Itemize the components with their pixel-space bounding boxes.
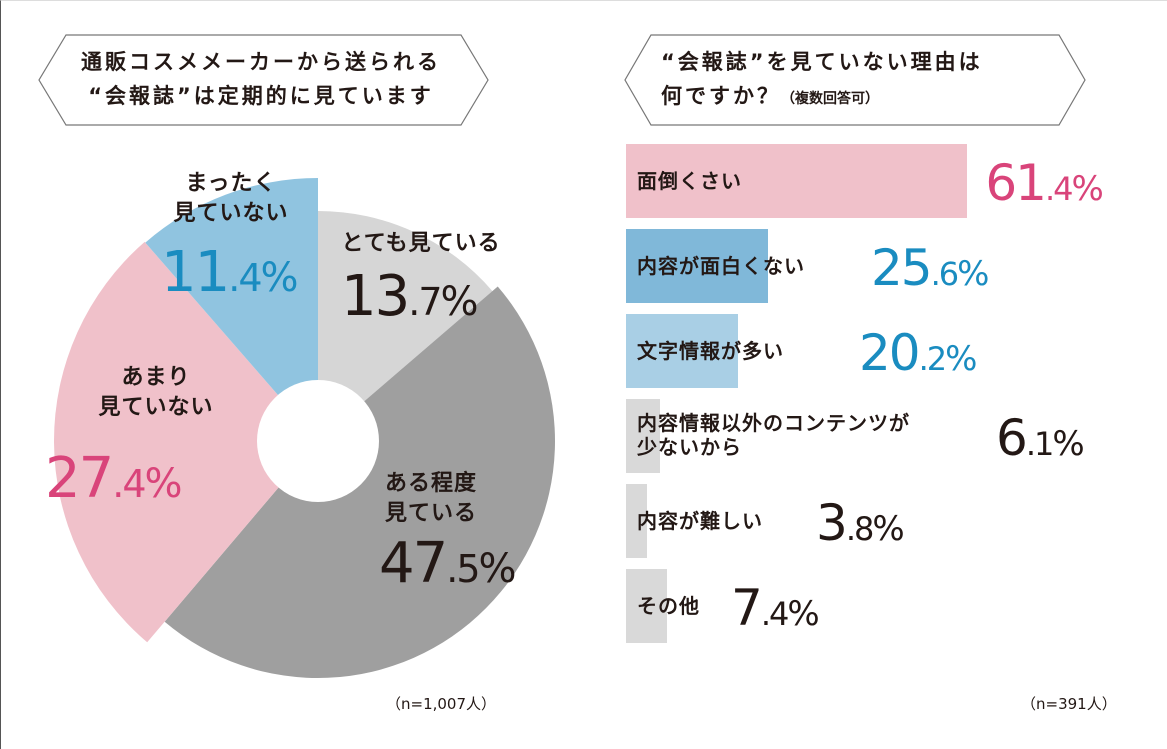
pie-label-2: あまり 見ていない <box>61 363 251 423</box>
pie-label-line: 見ていない <box>98 395 214 420</box>
bar-value-3: 6.1% <box>996 413 1085 469</box>
value-int: 13 <box>341 264 410 329</box>
bar-label-4: 内容が難しい <box>637 509 763 533</box>
bar-label-0: 面倒くさい <box>637 169 742 193</box>
bar-0 <box>626 144 968 218</box>
value-pct: % <box>440 279 479 325</box>
pie-label-0: とても見ている <box>311 229 531 259</box>
bar-label-line: 文字情報が多い <box>637 339 784 363</box>
value-pct: % <box>957 254 989 294</box>
value-dec: .8 <box>845 510 874 548</box>
right-title-line-1: “会報誌”を見ていない理由は <box>661 50 983 74</box>
pie-slice-2 <box>53 241 318 643</box>
pie-label-line: 見ていない <box>173 201 289 226</box>
value-dec: .4 <box>112 462 146 506</box>
pie-value-3: 11.4% <box>161 245 299 306</box>
value-pct: % <box>1052 424 1084 464</box>
bar-label-line: 少ないから <box>637 435 742 459</box>
value-dec: .4 <box>1045 170 1073 208</box>
value-dec: .7 <box>408 280 442 324</box>
bar-2 <box>626 314 739 388</box>
bar-label-line: その他 <box>637 594 700 618</box>
value-dec: .2 <box>918 340 947 378</box>
pie-value-1: 47.5% <box>379 536 517 597</box>
right-sample-size: （n=391人） <box>1021 695 1117 713</box>
value-pct: % <box>945 339 977 379</box>
bar-value-5: 7.4% <box>731 583 820 639</box>
pie-value-0: 13.7% <box>341 269 479 330</box>
pie-label-line: ある程度 <box>384 471 477 496</box>
value-pct: % <box>260 255 299 301</box>
value-int: 27 <box>45 446 114 511</box>
value-pct: % <box>144 461 183 507</box>
right-title-hexagon <box>624 34 1086 126</box>
value-dec: .1 <box>1025 425 1054 463</box>
pie-label-line: あまり <box>121 365 191 390</box>
bar-value-2: 20.2% <box>859 328 977 384</box>
pie-label-line: とても見ている <box>341 231 501 256</box>
value-int: 47 <box>379 531 448 596</box>
value-dec: .5 <box>446 547 480 591</box>
bar-label-line: 面倒くさい <box>637 169 742 193</box>
value-dec: .4 <box>760 595 789 633</box>
value-pct: % <box>872 509 904 549</box>
bar-label-2: 文字情報が多い <box>637 339 784 363</box>
value-pct: % <box>1071 169 1104 209</box>
donut-chart <box>53 178 555 678</box>
value-int: 25 <box>871 239 933 297</box>
value-int: 20 <box>859 324 921 382</box>
bar-value-4: 3.8% <box>816 498 905 554</box>
pie-slice-0 <box>318 211 493 441</box>
left-sample-size: （n=1,007人） <box>386 695 497 713</box>
value-dec: .4 <box>228 256 262 300</box>
left-title-hexagon <box>38 34 489 126</box>
pie-label-1: ある程度 見ている <box>361 469 501 529</box>
bar-1 <box>626 229 769 303</box>
bar-value-1: 25.6% <box>871 243 989 299</box>
bar-label-1: 内容が面白くない <box>637 254 805 278</box>
bar-value-0: 61.4% <box>985 158 1104 214</box>
left-title-line-2: “会報誌”は定期的に見ています <box>88 84 434 108</box>
value-int: 61 <box>985 154 1047 212</box>
value-int: 6 <box>996 409 1028 467</box>
left-chart-title: 通販コスメメーカーから送られる “会報誌”は定期的に見ています <box>61 45 461 113</box>
bar-label-3: 内容情報以外のコンテンツが 少ないから <box>637 411 910 459</box>
pie-value-2: 27.4% <box>45 451 183 512</box>
value-dec: .6 <box>930 255 959 293</box>
bar-label-line: 内容が面白くない <box>637 254 805 278</box>
bar-label-line: 内容情報以外のコンテンツが <box>637 411 910 435</box>
bar-label-5: その他 <box>637 594 700 618</box>
right-title-line-2: 何ですか？ <box>661 84 781 108</box>
pie-slice-3 <box>145 178 318 441</box>
value-pct: % <box>478 546 517 592</box>
donut-hole <box>257 380 379 502</box>
bar-3 <box>626 399 660 473</box>
value-pct: % <box>787 594 819 634</box>
value-int: 11 <box>161 240 230 305</box>
pie-label-line: 見ている <box>384 501 477 526</box>
bar-4 <box>626 484 648 558</box>
bar-5 <box>626 569 668 643</box>
left-title-line-1: 通販コスメメーカーから送られる <box>81 50 441 74</box>
pie-label-line: まったく <box>185 171 277 196</box>
bar-label-line: 内容が難しい <box>637 509 763 533</box>
right-title-note: （複数回答可） <box>781 91 879 107</box>
right-chart-title: “会報誌”を見ていない理由は 何ですか？（複数回答可） <box>661 45 1041 116</box>
pie-label-3: まったく 見ていない <box>146 169 316 229</box>
value-int: 7 <box>731 579 763 637</box>
value-int: 3 <box>816 494 848 552</box>
